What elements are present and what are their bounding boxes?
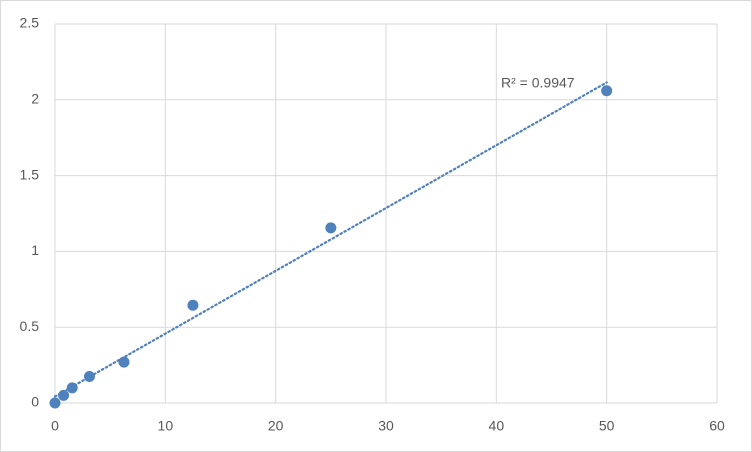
- x-tick-label: 0: [51, 418, 59, 434]
- y-tick-label: 0: [31, 394, 39, 410]
- y-tick-label: 0.5: [20, 318, 40, 334]
- x-tick-label: 50: [599, 418, 615, 434]
- x-tick-label: 10: [158, 418, 174, 434]
- x-tick-label: 20: [268, 418, 284, 434]
- x-tick-label: 30: [378, 418, 394, 434]
- point: [49, 397, 61, 409]
- point: [58, 389, 70, 401]
- trendline: [53, 81, 608, 398]
- annotation: R² = 0.9947: [501, 75, 575, 91]
- y-tick-label: 2: [31, 91, 39, 107]
- x-tick-label: 60: [709, 418, 725, 434]
- point: [187, 299, 199, 311]
- point: [66, 382, 78, 394]
- y-tick-label: 1: [31, 242, 39, 258]
- point: [601, 85, 613, 97]
- x-tick-label: 40: [489, 418, 505, 434]
- point: [325, 222, 337, 234]
- y-tick-label: 2.5: [20, 15, 40, 31]
- point: [118, 356, 130, 368]
- y-tick-label: 1.5: [20, 166, 40, 182]
- point: [83, 370, 95, 382]
